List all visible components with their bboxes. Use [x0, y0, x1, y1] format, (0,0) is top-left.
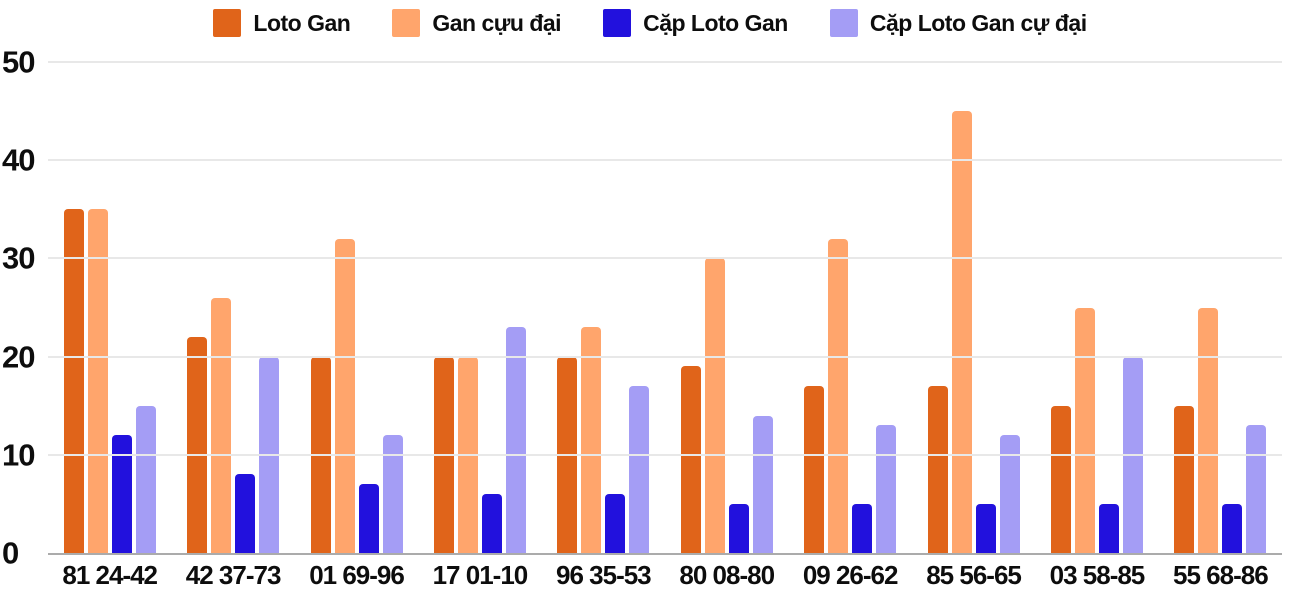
y-tick-label: 10: [2, 437, 35, 473]
bar: [505, 327, 526, 553]
x-tick-label: 80 08-80: [679, 560, 775, 590]
legend-item[interactable]: Cặp Loto Gan: [603, 9, 788, 37]
x-tick-label: 42 37-73: [185, 560, 282, 590]
bar: [63, 209, 84, 553]
legend-swatch-icon: [829, 9, 858, 37]
bar: [358, 484, 379, 553]
bar: [1174, 405, 1195, 553]
bar-group: [295, 62, 418, 553]
bar-group: [665, 62, 788, 553]
x-axis: 81 24-42 42 37-73 01 69-96 17 01-10 96 35-53…: [48, 560, 1282, 591]
bar: [211, 297, 232, 553]
bar: [382, 435, 403, 553]
bar: [728, 503, 749, 553]
legend-swatch-icon: [213, 9, 242, 37]
gridline: [48, 61, 1282, 63]
x-tick-label: 09 26-62: [802, 560, 899, 590]
legend-item[interactable]: Gan cựu đại: [392, 9, 562, 37]
legend-label: Gan cựu đại: [432, 9, 562, 36]
bar-group: [171, 62, 294, 553]
y-tick-label: 40: [2, 142, 35, 178]
chart-legend: Loto Gan Gan cựu đại Cặp Loto Gan Cặp Loto …: [0, 5, 1300, 41]
bar: [605, 494, 626, 553]
bar-group: [542, 62, 665, 553]
bar: [235, 474, 256, 553]
legend-label: Cặp Loto Gan cự đại: [869, 9, 1087, 36]
bar: [1050, 405, 1071, 553]
bar-group: [48, 62, 171, 553]
x-tick-label: 81 24-42: [62, 560, 158, 590]
x-tick-label: 17 01-10: [432, 560, 529, 590]
gridline: [48, 355, 1282, 358]
bar: [927, 386, 948, 553]
gridline: [48, 453, 1282, 456]
bar: [87, 209, 108, 553]
legend-swatch-icon: [603, 9, 632, 37]
bar: [876, 425, 897, 553]
bar: [629, 386, 650, 553]
y-tick-label: 20: [2, 339, 35, 375]
legend-swatch-icon: [392, 9, 421, 37]
bar-group: [1035, 62, 1158, 553]
bar-group: [418, 62, 541, 553]
bar: [704, 258, 725, 553]
bar: [1098, 503, 1119, 553]
bar: [1198, 307, 1219, 553]
x-tick-label: 55 68-86: [1173, 560, 1269, 590]
y-tick-label: 0: [2, 535, 19, 571]
bar: [135, 405, 156, 553]
x-tick-label: 01 69-96: [309, 560, 405, 590]
bar-group: [912, 62, 1035, 553]
legend-item[interactable]: Loto Gan: [213, 9, 351, 37]
bar: [1246, 425, 1267, 553]
bar: [975, 503, 996, 553]
bar: [111, 435, 132, 553]
bar-groups: [48, 62, 1282, 553]
bar: [1074, 307, 1095, 553]
bar: [951, 111, 972, 553]
bar-group: [788, 62, 911, 553]
x-tick-label: 85 56-65: [926, 560, 1022, 590]
bar: [187, 336, 208, 553]
bar: [1222, 503, 1243, 553]
legend-label: Loto Gan: [253, 9, 351, 36]
y-tick-label: 50: [2, 44, 35, 80]
bar: [581, 327, 602, 553]
bar: [680, 366, 701, 553]
legend-label: Cặp Loto Gan: [643, 9, 788, 36]
plot-area: [48, 61, 1282, 555]
bar: [481, 494, 502, 553]
y-tick-label: 30: [2, 240, 35, 276]
bar: [828, 238, 849, 553]
x-tick-label: 96 35-53: [556, 560, 652, 590]
x-tick-label: 03 58-85: [1049, 560, 1146, 590]
gridline: [48, 159, 1282, 162]
bar: [804, 386, 825, 553]
bar: [852, 503, 873, 553]
bar: [334, 238, 355, 553]
legend-item[interactable]: Cặp Loto Gan cự đại: [829, 9, 1087, 37]
bar-group: [1159, 62, 1282, 553]
bar: [999, 435, 1020, 553]
bar: [752, 415, 773, 553]
gridline: [48, 257, 1282, 260]
